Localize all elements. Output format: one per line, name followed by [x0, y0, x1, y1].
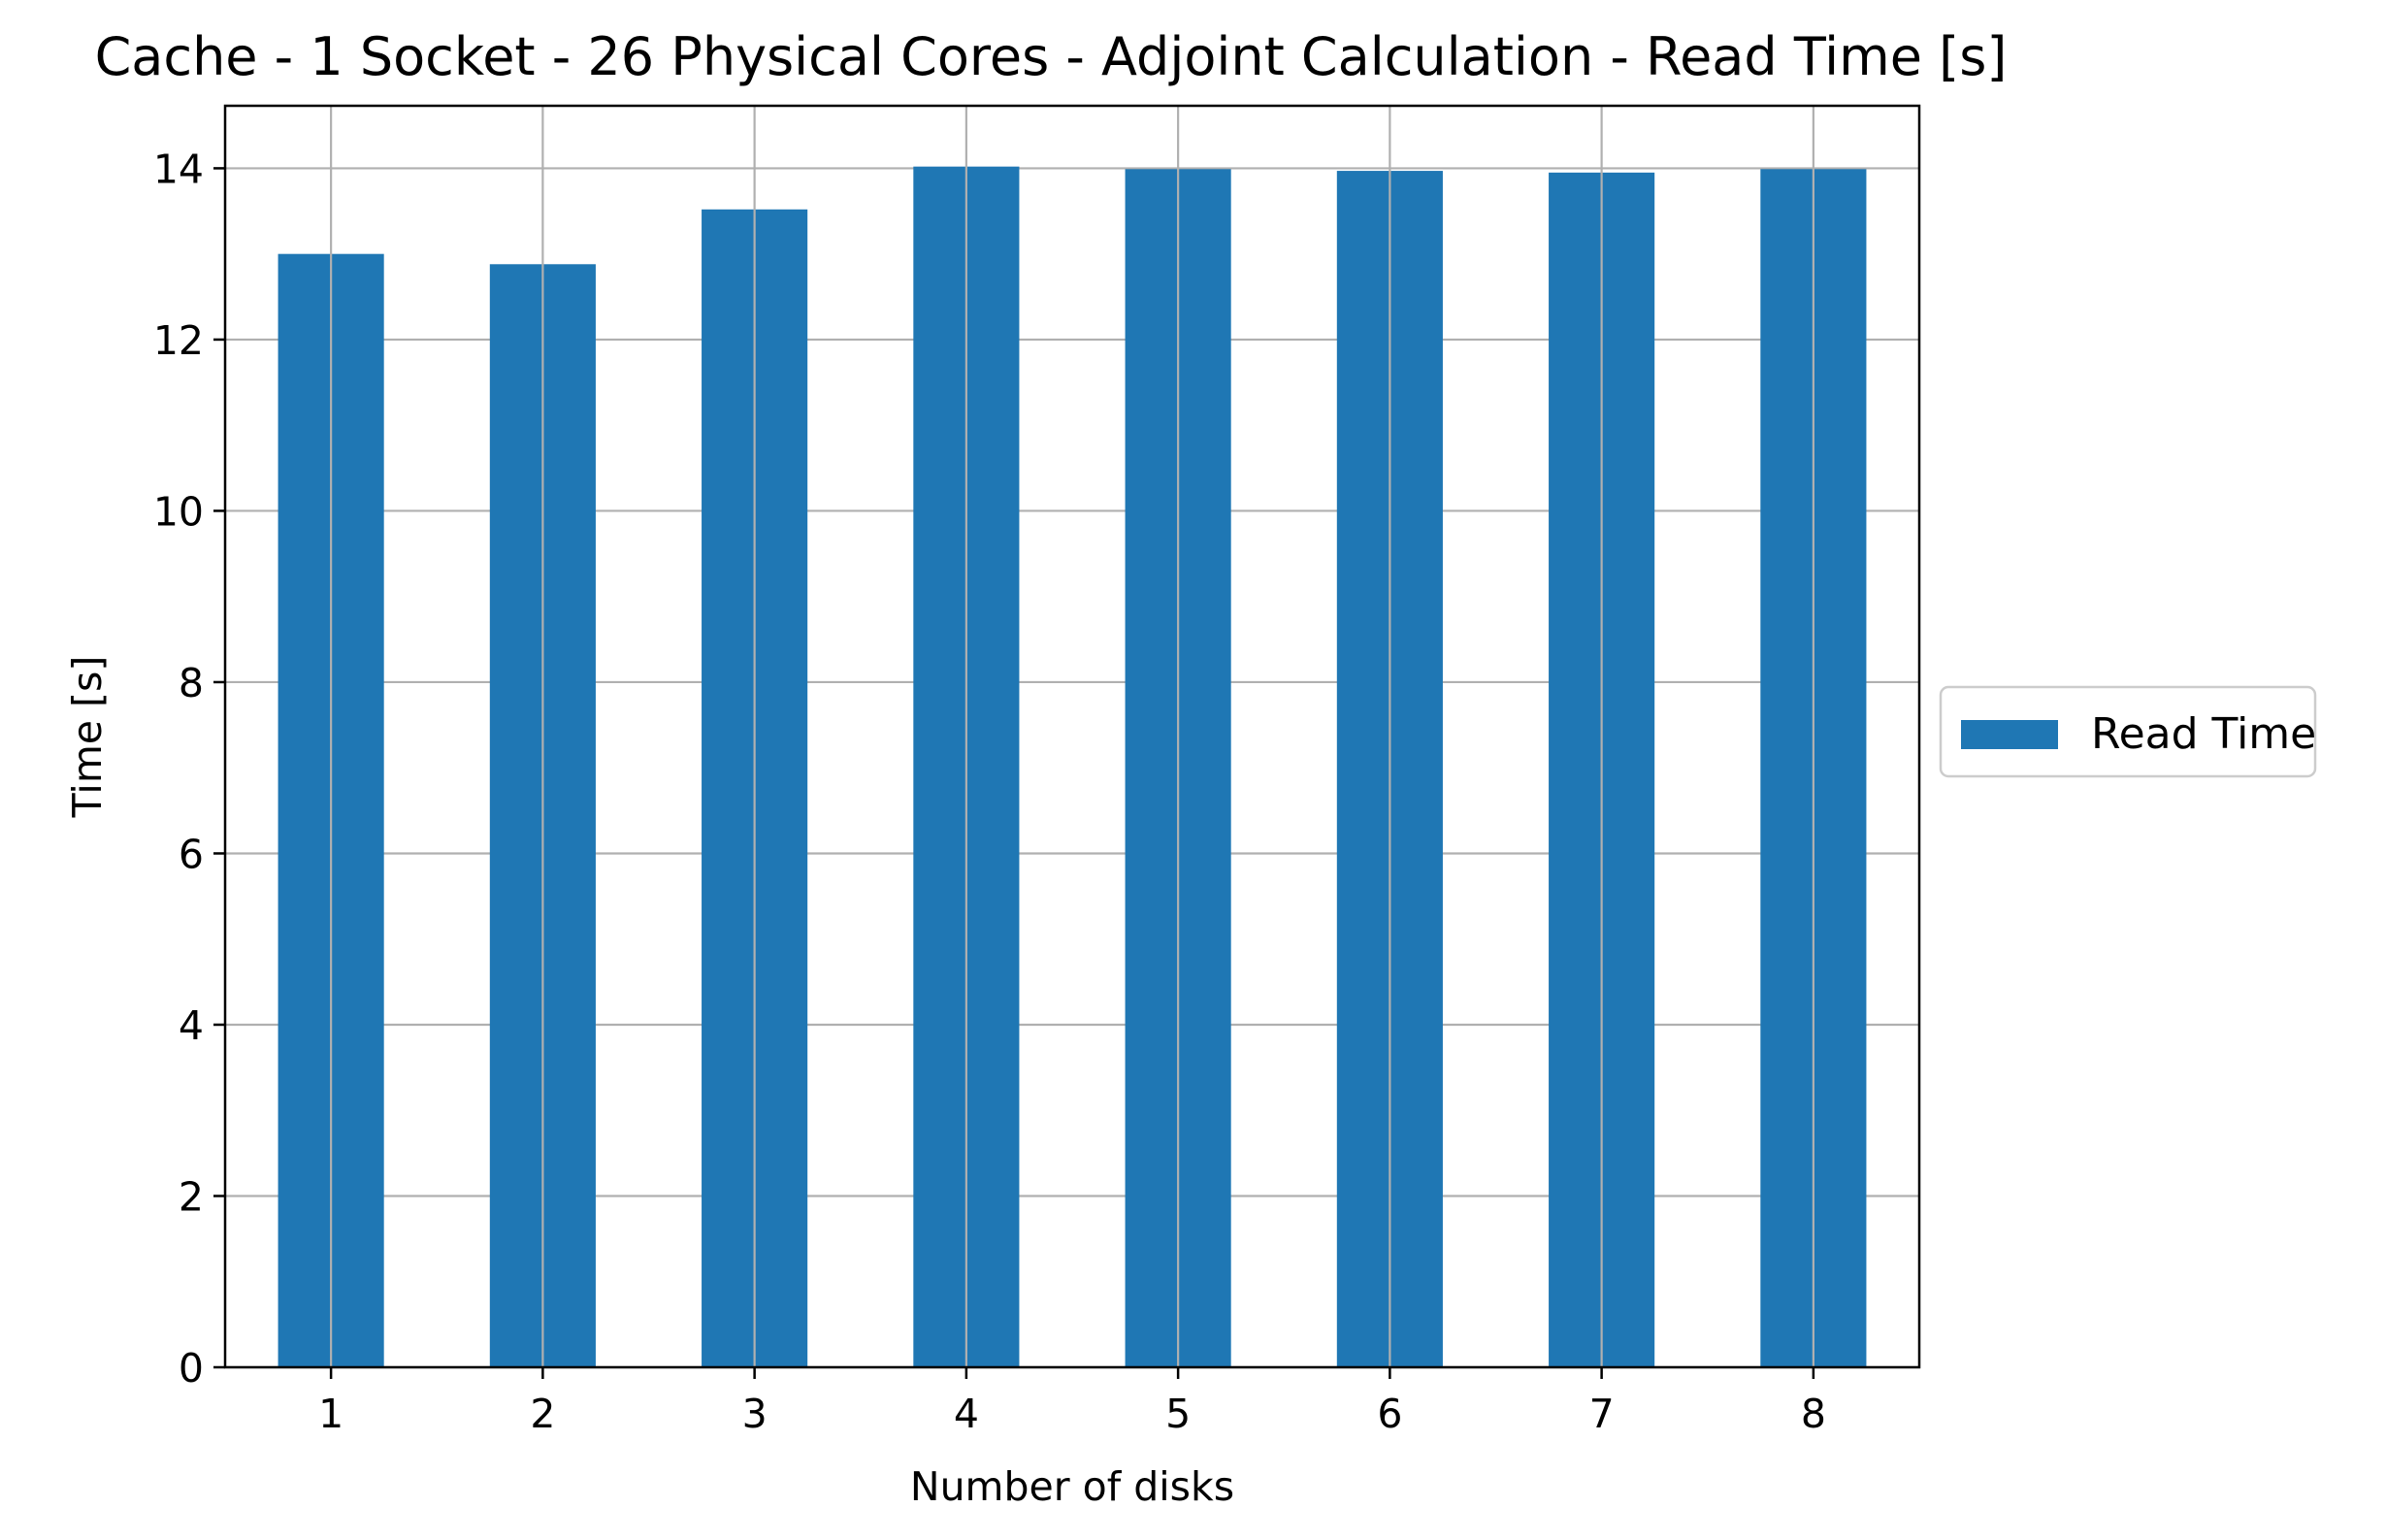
legend-swatch — [1961, 720, 2058, 749]
x-tick-label: 6 — [1377, 1391, 1402, 1437]
legend-label: Read Time — [2091, 709, 2316, 759]
y-tick-label: 10 — [153, 488, 204, 535]
x-tick-label: 1 — [318, 1391, 343, 1437]
legend-frame — [1939, 685, 2317, 778]
vertical-grid-lines — [330, 106, 1814, 1367]
plot-frame — [223, 104, 1921, 1369]
grid-lines — [225, 167, 1919, 1369]
x-tick-label: 8 — [1801, 1391, 1826, 1437]
y-tick-label: 6 — [179, 831, 204, 877]
y-tick-label: 14 — [153, 146, 204, 192]
x-tick-label: 5 — [1165, 1391, 1191, 1437]
y-tick-label: 0 — [179, 1345, 204, 1392]
chart-title: Cache - 1 Socket - 26 Physical Cores - A… — [95, 26, 2008, 87]
y-axis-ticks: 0 2 4 6 8 10 12 14 — [153, 146, 225, 1392]
bars — [278, 166, 1867, 1368]
y-tick-label: 4 — [179, 1002, 204, 1049]
x-tick-label: 2 — [530, 1391, 555, 1437]
x-tick-label: 3 — [742, 1391, 768, 1437]
legend: Read Time — [1939, 685, 2317, 778]
x-tick-label: 4 — [954, 1391, 979, 1437]
x-axis-label: Number of disks — [910, 1463, 1234, 1510]
y-tick-label: 12 — [153, 317, 204, 364]
y-tick-label: 8 — [179, 660, 204, 706]
x-tick-label: 7 — [1589, 1391, 1615, 1437]
x-axis-ticks: 1 2 3 4 5 6 7 8 — [318, 1367, 1826, 1437]
y-tick-label: 2 — [179, 1173, 204, 1220]
y-axis-label: Time [s] — [64, 656, 111, 819]
